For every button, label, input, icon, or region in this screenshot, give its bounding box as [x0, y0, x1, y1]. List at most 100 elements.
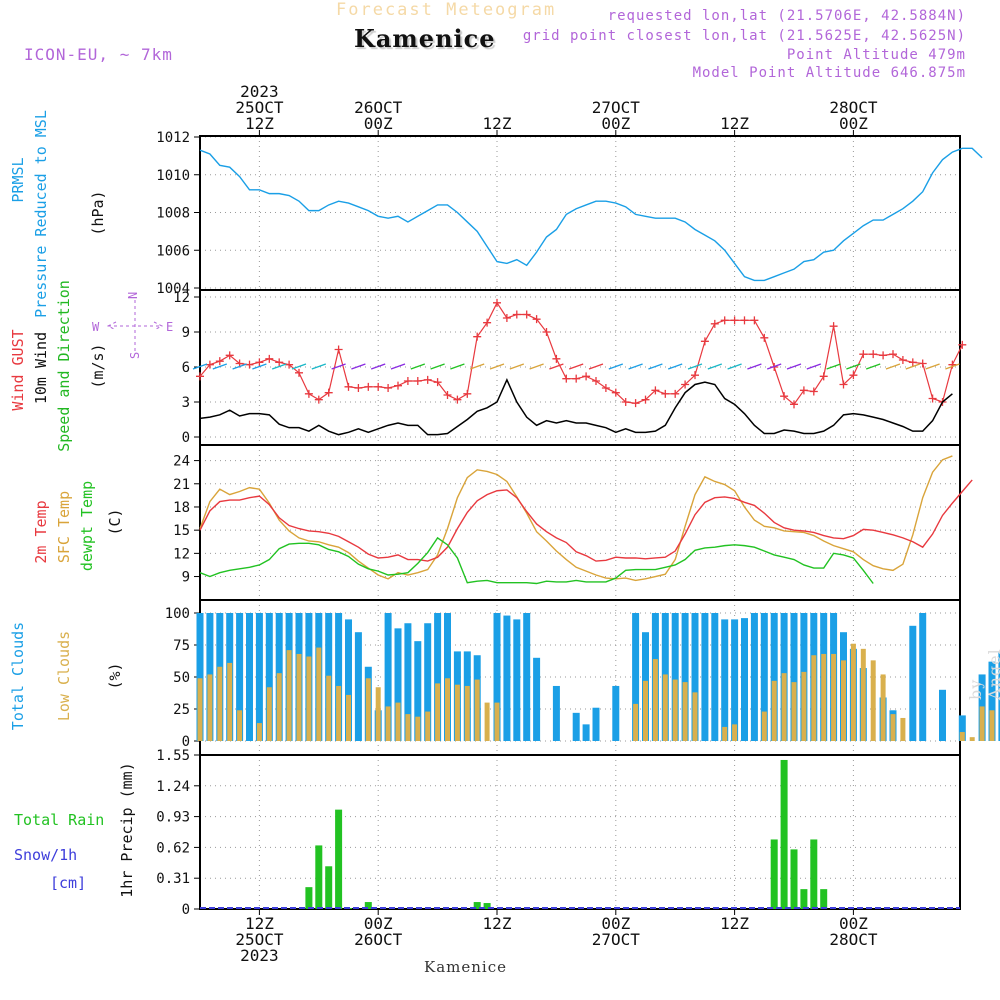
- clouds-ytick-label: 75: [173, 638, 190, 654]
- gust-line: [199, 301, 963, 406]
- gust-marker: [918, 359, 927, 368]
- low-clouds-bar: [227, 662, 233, 741]
- gust-marker: [948, 360, 957, 369]
- gust-marker: [413, 377, 422, 385]
- gust-marker: [552, 354, 561, 363]
- total-clouds-bar: [384, 613, 392, 741]
- rain-bar: [810, 839, 818, 909]
- total-clouds-bar: [513, 619, 521, 741]
- rain-bar: [770, 839, 778, 909]
- compass-arrows: [106, 300, 164, 352]
- chart-title: Forecast Meteogram: [336, 0, 557, 20]
- t2m-line: [199, 479, 973, 562]
- time-label-top: 00Z: [601, 114, 630, 133]
- total-clouds-bar: [444, 613, 451, 741]
- wind-direction-arrow: [311, 363, 327, 370]
- gust-marker: [710, 319, 719, 328]
- gust-marker: [572, 374, 581, 383]
- wind-direction-arrow: [351, 363, 366, 370]
- total-clouds-bar: [691, 613, 699, 741]
- low-clouds-bar: [831, 653, 837, 741]
- low-clouds-bar: [316, 647, 322, 741]
- gust-marker: [592, 377, 600, 385]
- footer-location: Kamenice: [424, 958, 507, 976]
- wind-direction-arrow: [667, 363, 683, 370]
- low-clouds-bar: [692, 692, 698, 741]
- gust-marker: [215, 357, 224, 366]
- wind-direction-arrow: [608, 363, 624, 370]
- clouds-ytick-label: 50: [173, 670, 190, 686]
- gust-marker: [463, 389, 472, 398]
- total-clouds-bar: [760, 613, 768, 741]
- wind-direction-arrow: [529, 363, 544, 370]
- wind-direction-arrow: [747, 363, 762, 370]
- temp-ytick-label: 21: [173, 477, 190, 493]
- gust-marker: [879, 351, 888, 360]
- low-clouds-bar: [296, 653, 302, 741]
- time-label-bottom: 26OCT: [354, 930, 403, 949]
- time-label-top: 26OCT: [354, 98, 403, 117]
- wind-label: 10m Wind: [32, 332, 50, 404]
- low-clouds-bar: [890, 714, 896, 741]
- wind-direction-arrow: [806, 363, 822, 370]
- low-clouds-bar: [454, 684, 460, 741]
- time-label-bottom: 25OCT: [235, 930, 284, 949]
- time-label-bottom: 12Z: [483, 914, 512, 933]
- low-clouds-bar: [791, 682, 797, 741]
- clouds-ytick-label: 0: [182, 734, 190, 750]
- temp-ytick-label: 18: [173, 500, 190, 516]
- gust-marker: [473, 332, 482, 341]
- gust-marker: [809, 387, 818, 396]
- gust-marker: [760, 333, 769, 342]
- total-clouds-bar: [919, 613, 927, 741]
- low-clouds-bar: [207, 674, 213, 741]
- precip-panel: [194, 754, 961, 910]
- wind-direction-arrow: [509, 363, 525, 370]
- dewpt-line: [199, 536, 874, 585]
- total-clouds-bar: [770, 613, 778, 741]
- wind-ytick-label: 0: [182, 430, 190, 446]
- pressure-ytick-label: 1008: [156, 206, 190, 222]
- gust-marker: [344, 382, 353, 391]
- total-clouds-bar: [988, 661, 996, 741]
- pressure-label-2: Pressure Reduced to MSL: [32, 110, 50, 318]
- total-clouds-bar: [246, 613, 253, 741]
- gust-marker: [384, 384, 393, 392]
- total-clouds-bar: [394, 628, 402, 741]
- wind-direction-arrow: [945, 363, 960, 370]
- low-clouds-bar: [850, 643, 856, 741]
- gust-marker: [512, 310, 521, 319]
- gust-marker: [255, 358, 264, 367]
- gust-marker: [819, 372, 828, 381]
- temp-unit: (C): [106, 508, 124, 535]
- gust-marker: [790, 400, 798, 409]
- gust-marker: [621, 398, 630, 406]
- wind-direction-arrow: [687, 363, 703, 370]
- gust-marker: [582, 372, 591, 381]
- gust-marker: [334, 345, 343, 354]
- low-clouds-bar: [435, 683, 441, 741]
- wind-direction-arrow: [192, 363, 208, 370]
- low-clouds-bar: [365, 678, 371, 741]
- compass-s: S: [128, 352, 142, 359]
- total-clouds-bar: [939, 689, 946, 741]
- gust-marker: [671, 389, 680, 398]
- low-clouds-bar: [385, 706, 391, 741]
- gust-marker: [205, 360, 214, 369]
- gust-marker: [493, 298, 501, 307]
- gust-marker: [700, 337, 709, 346]
- gust-marker: [829, 322, 838, 331]
- dewpt-label: dewpt Temp: [78, 481, 96, 571]
- t2m-label: 2m Temp: [32, 500, 50, 563]
- wind-direction-arrow: [450, 363, 465, 370]
- total-clouds-bar: [958, 715, 966, 741]
- gust-marker: [394, 381, 402, 390]
- low-clouds-bar: [781, 673, 787, 741]
- grid-point: grid point closest lon,lat (21.5625E, 42…: [522, 28, 966, 44]
- time-label-top: 12Z: [483, 114, 512, 133]
- gust-marker: [483, 318, 492, 327]
- wind-direction-arrow: [430, 363, 445, 370]
- total-clouds-bar: [255, 613, 263, 741]
